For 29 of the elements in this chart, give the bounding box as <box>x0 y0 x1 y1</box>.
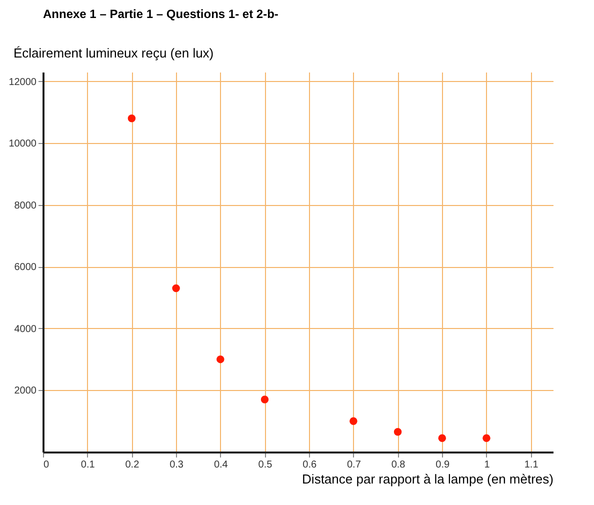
y-tick-label: 4000 <box>14 324 37 335</box>
point <box>216 355 224 364</box>
x-tick-label: 0.8 <box>391 460 406 470</box>
point <box>350 417 358 425</box>
point <box>172 284 180 292</box>
x-tick-label: 0.6 <box>302 460 317 470</box>
point <box>128 114 136 122</box>
y-tick-label: 6000 <box>14 262 37 274</box>
y-tick-label: 8000 <box>14 200 37 212</box>
x-tick-label: 0.7 <box>346 460 362 470</box>
x-tick-label: 0.1 <box>80 460 96 470</box>
x-tick-label: 0 <box>44 460 50 470</box>
point <box>260 396 269 404</box>
x-tick-label: 0.4 <box>214 460 228 470</box>
chart-title: Annexe 1 – Partie 1 – Questions 1- et 2-b- <box>43 7 278 21</box>
x-tick-label: 0.5 <box>258 460 273 470</box>
x-tick-label: 0.2 <box>125 460 140 470</box>
x-axis-title: Distance par rapport à la lampe (en mètres) <box>302 472 554 486</box>
point <box>394 428 402 436</box>
y-tick-label: 12000 <box>8 76 37 88</box>
point <box>482 434 490 442</box>
x-tick-label: 0.9 <box>436 460 450 470</box>
y-axis-title: Éclairement lumineux reçu (en lux) <box>14 46 214 60</box>
x-tick-label: 0.3 <box>170 460 184 470</box>
point <box>438 434 446 442</box>
x-tick-label: 1 <box>484 460 490 470</box>
y-tick-label: 10000 <box>8 138 37 150</box>
y-tick-label: 2000 <box>14 386 37 397</box>
x-tick-label: 1.1 <box>524 460 539 470</box>
